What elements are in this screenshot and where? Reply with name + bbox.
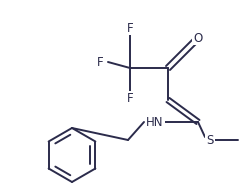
Text: F: F [127, 21, 133, 35]
Text: S: S [206, 134, 214, 146]
Text: F: F [127, 92, 133, 105]
Text: O: O [193, 32, 203, 44]
Text: HN: HN [146, 116, 164, 128]
Text: F: F [97, 55, 103, 69]
